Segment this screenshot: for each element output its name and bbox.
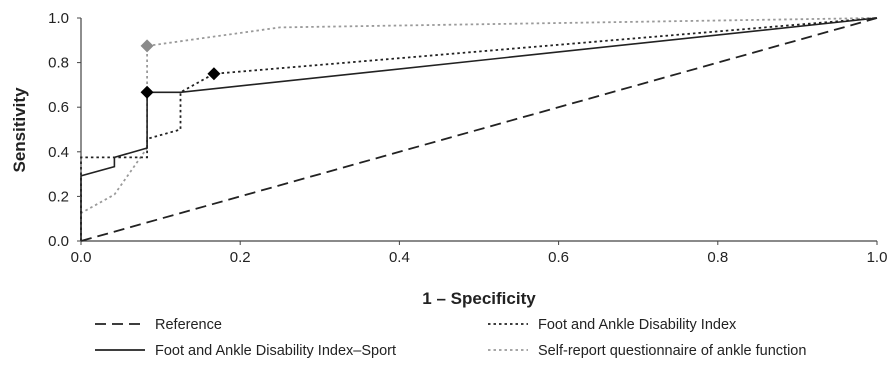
y-tick-label: 0.8 [48, 55, 69, 72]
x-tick-label: 0.0 [71, 249, 92, 266]
x-tick-label: 0.8 [707, 249, 728, 266]
x-tick-label: 1.0 [867, 249, 888, 266]
y-tick-label: 0.0 [48, 233, 69, 250]
series-line-2 [80, 17, 878, 241]
plot-area [80, 17, 878, 242]
x-tick-label: 0.4 [389, 249, 410, 266]
series-marker-3 [140, 85, 154, 99]
y-tick-label: 0.6 [48, 99, 69, 116]
y-tick-label: 0.4 [48, 144, 69, 161]
series-marker-4 [140, 39, 154, 53]
y-axis-title: Sensitivity [10, 87, 29, 173]
series-line-1 [80, 17, 878, 242]
x-tick-label: 0.2 [230, 249, 251, 266]
legend: Reference Foot and Ankle Disability Index… [95, 317, 806, 359]
legend-label-4: Self-report questionnaire of ankle funct… [538, 343, 806, 359]
axis-ticks: 0.0 0.2 0.4 0.6 0.8 1.0 0.0 0.2 0.4 0.6 0.8 1.0 [48, 10, 887, 266]
series-marker-2 [207, 67, 221, 81]
legend-label-3: Foot and Ankle Disability Index–Sport [155, 343, 396, 359]
legend-label-1: Reference [155, 317, 222, 333]
series-line-3 [80, 17, 878, 241]
x-tick-label: 0.6 [548, 249, 569, 266]
x-axis-title: 1 – Specificity [422, 289, 536, 308]
y-tick-label: 0.2 [48, 188, 69, 205]
y-tick-label: 1.0 [48, 10, 69, 27]
legend-label-2: Foot and Ankle Disability Index [538, 317, 737, 333]
